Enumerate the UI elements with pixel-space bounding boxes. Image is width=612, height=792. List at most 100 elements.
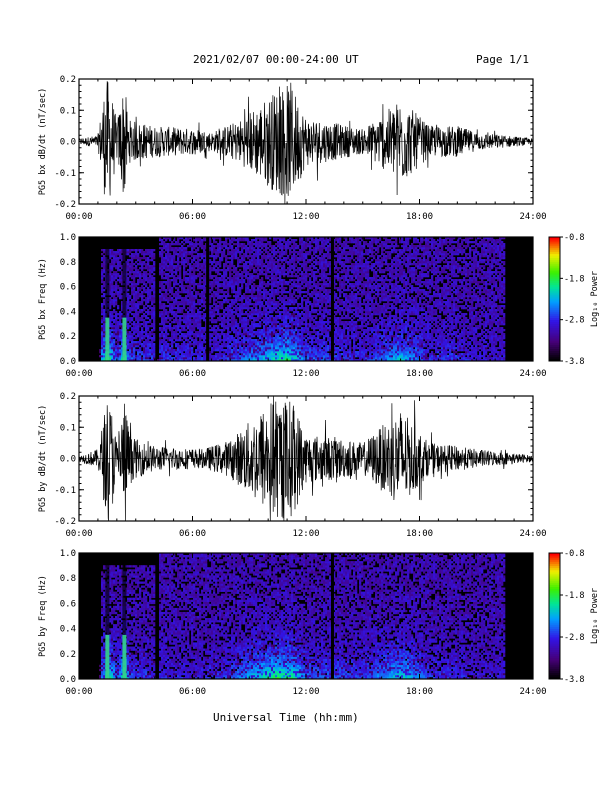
heatmap-cell bbox=[269, 355, 272, 358]
heatmap-cell bbox=[279, 357, 282, 360]
heatmap-cell bbox=[247, 327, 250, 330]
heatmap-cell bbox=[237, 327, 240, 330]
heatmap-cell bbox=[263, 335, 266, 338]
heatmap-cell bbox=[173, 313, 176, 316]
heatmap-cell bbox=[185, 351, 188, 354]
heatmap-cell bbox=[269, 337, 272, 340]
heatmap-cell bbox=[287, 261, 290, 264]
heatmap-cell bbox=[133, 263, 136, 266]
heatmap-cell bbox=[233, 287, 236, 290]
heatmap-cell bbox=[219, 251, 222, 254]
heatmap-cell bbox=[111, 349, 114, 352]
heatmap-cell bbox=[215, 325, 218, 328]
heatmap-cell bbox=[187, 359, 190, 362]
heatmap-cell bbox=[253, 261, 256, 264]
heatmap-cell bbox=[147, 295, 150, 298]
heatmap-cell bbox=[173, 257, 176, 260]
heatmap-cell bbox=[231, 257, 234, 260]
heatmap-cell bbox=[139, 335, 142, 338]
heatmap-cell bbox=[113, 251, 116, 254]
heatmap-cell bbox=[195, 335, 198, 338]
heatmap-cell bbox=[295, 357, 298, 360]
heatmap-cell bbox=[285, 335, 288, 338]
heatmap-cell bbox=[143, 253, 146, 256]
heatmap-cell bbox=[299, 333, 302, 336]
heatmap-cell bbox=[117, 291, 120, 294]
heatmap-cell bbox=[281, 285, 284, 288]
heatmap-cell bbox=[175, 335, 178, 338]
heatmap-cell bbox=[147, 339, 150, 342]
heatmap-cell bbox=[273, 245, 276, 248]
heatmap-cell bbox=[171, 305, 174, 308]
heatmap-cell bbox=[121, 251, 124, 254]
heatmap-cell bbox=[177, 301, 180, 304]
heatmap-cell bbox=[245, 283, 248, 286]
heatmap-cell bbox=[141, 339, 144, 342]
heatmap-cell bbox=[255, 297, 258, 300]
heatmap-cell bbox=[167, 253, 170, 256]
heatmap-cell bbox=[289, 237, 292, 240]
heatmap-cell bbox=[165, 355, 168, 358]
heatmap-cell bbox=[189, 315, 192, 318]
heatmap-cell bbox=[151, 277, 154, 280]
heatmap-cell bbox=[167, 269, 170, 272]
heatmap-cell bbox=[177, 283, 180, 286]
heatmap-cell bbox=[151, 289, 154, 292]
heatmap-cell bbox=[189, 325, 192, 328]
heatmap-cell bbox=[277, 315, 280, 318]
heatmap-cell bbox=[247, 341, 250, 344]
heatmap-cell bbox=[187, 315, 190, 318]
heatmap-cell bbox=[141, 285, 144, 288]
heatmap-cell bbox=[285, 309, 288, 312]
heatmap-cell bbox=[163, 243, 166, 246]
heatmap-cell bbox=[279, 353, 282, 356]
heatmap-cell bbox=[151, 267, 154, 270]
heatmap-cell bbox=[199, 301, 202, 304]
heatmap-cell bbox=[287, 357, 290, 360]
heatmap-cell bbox=[235, 279, 238, 282]
heatmap-cell bbox=[165, 335, 168, 338]
heatmap-cell bbox=[303, 335, 306, 338]
heatmap-cell bbox=[261, 251, 264, 254]
heatmap-cell bbox=[225, 283, 228, 286]
heatmap-cell bbox=[289, 267, 292, 270]
heatmap-cell bbox=[239, 303, 242, 306]
heatmap-cell bbox=[245, 291, 248, 294]
heatmap-cell bbox=[189, 287, 192, 290]
heatmap-cell bbox=[223, 243, 226, 246]
heatmap-cell bbox=[243, 331, 246, 334]
heatmap-cell bbox=[271, 299, 274, 302]
heatmap-cell bbox=[117, 307, 120, 310]
heatmap-cell bbox=[113, 285, 116, 288]
heatmap-cell bbox=[229, 241, 232, 244]
heatmap-cell bbox=[245, 343, 248, 346]
heatmap-cell bbox=[165, 281, 168, 284]
heatmap-cell bbox=[279, 303, 282, 306]
heatmap-cell bbox=[189, 275, 192, 278]
heatmap-cell bbox=[277, 261, 280, 264]
heatmap-cell bbox=[137, 273, 140, 276]
heatmap-cell bbox=[265, 261, 268, 264]
heatmap-cell bbox=[159, 239, 162, 242]
heatmap-cell bbox=[161, 311, 164, 314]
heatmap-cell bbox=[175, 247, 178, 250]
heatmap-cell bbox=[211, 263, 214, 266]
heatmap-cell bbox=[291, 323, 294, 326]
heatmap-cell bbox=[301, 243, 304, 246]
heatmap-cell bbox=[257, 313, 260, 316]
heatmap-cell bbox=[195, 341, 198, 344]
heatmap-cell bbox=[175, 351, 178, 354]
heatmap-cell bbox=[299, 255, 302, 258]
heatmap-cell bbox=[167, 349, 170, 352]
heatmap-cell bbox=[137, 317, 140, 320]
heatmap-cell bbox=[287, 349, 290, 352]
heatmap-cell bbox=[261, 287, 264, 290]
heatmap-cell bbox=[251, 249, 254, 252]
heatmap-cell bbox=[307, 329, 310, 332]
heatmap-cell bbox=[259, 241, 262, 244]
heatmap-cell bbox=[287, 327, 290, 330]
heatmap-cell bbox=[145, 339, 148, 342]
heatmap-cell bbox=[163, 313, 166, 316]
heatmap-cell bbox=[263, 305, 266, 308]
heatmap-cell bbox=[307, 275, 310, 278]
